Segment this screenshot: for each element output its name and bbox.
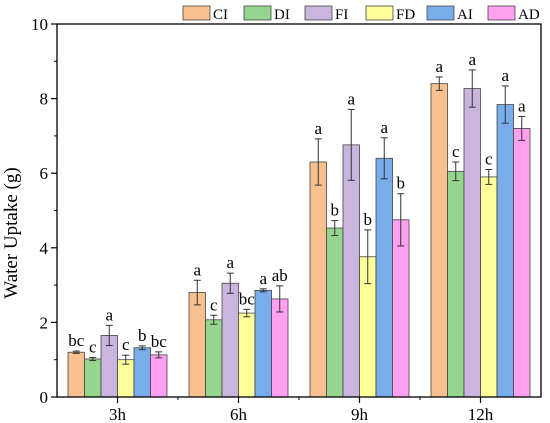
significance-label: c [452,142,460,161]
legend-swatch [487,5,516,21]
legend-item-di: DI [243,5,290,23]
significance-label: a [435,57,443,76]
x-tick-label: 6h [230,405,248,423]
bar-ad-12h [513,128,531,398]
bar-ci-12h [430,83,448,398]
legend-swatch [426,5,455,21]
significance-label: b [397,174,406,193]
bar-di-9h [326,227,344,398]
significance-label: a [105,305,113,324]
significance-label: a [193,260,201,279]
x-axis: 3h 6h 9h 12h [109,397,494,423]
significance-label: bc [68,331,85,350]
significance-label: a [314,119,322,138]
y-tick-label: 6 [40,164,49,183]
significance-label: a [259,269,267,288]
significance-label: c [89,337,97,356]
x-tick-label: 3h [109,405,127,423]
bar-ai-12h [496,104,514,398]
bar-ai-3h [133,347,151,398]
bar-fd-3h [117,359,135,398]
significance-label: c [485,149,493,168]
y-tick-label: 0 [40,388,49,407]
y-tick-label: 2 [40,313,49,332]
significance-label: bc [239,289,256,308]
bar-di-6h [205,319,223,398]
significance-label: bc [151,332,168,351]
legend-item-ad: AD [487,5,540,23]
x-tick-label: 9h [351,405,369,423]
bar-fd-12h [480,176,498,398]
y-tick-label: 8 [40,90,49,109]
significance-label: a [347,89,355,108]
significance-label: b [331,201,340,220]
legend-item-fd: FD [365,5,415,23]
legend-item-fi: FI [304,5,348,23]
significance-label: a [468,50,476,69]
legend-label: FD [396,7,415,23]
legend-label: AI [457,7,473,23]
significance-label: a [380,118,388,137]
bar-fi-6h [221,282,239,398]
bar-di-3h [84,358,102,398]
bar-fi-12h [463,88,481,398]
bar-fd-6h [238,312,256,398]
significance-label: b [364,210,373,229]
y-tick-label: 10 [31,15,48,34]
bar-ad-6h [271,298,289,398]
bar-ai-6h [254,289,272,398]
legend-swatch [304,5,333,21]
significance-label: a [501,66,509,85]
significance-label: c [210,295,218,314]
legend-swatch [182,5,211,21]
legend-swatch [365,5,394,21]
legend-label: FI [335,7,348,23]
bar-di-12h [447,170,465,398]
bar-ci-3h [67,351,85,398]
legend: CI DI FI FD AI AD [182,5,540,23]
legend-label: DI [274,7,290,23]
legend-label: CI [213,7,228,23]
bar-ci-9h [309,161,327,398]
y-tick-label: 4 [40,239,49,258]
significance-label: a [518,97,526,116]
significance-label: ab [272,266,288,285]
bar-ad-3h [150,354,168,398]
bar-ci-6h [188,292,206,398]
legend-item-ai: AI [426,5,473,23]
x-tick-label: 12h [468,405,494,423]
legend-label: AD [518,7,540,23]
bar-ai-9h [375,157,393,398]
bar-fi-9h [342,144,360,398]
legend-item-ci: CI [182,5,228,23]
significance-label: b [138,326,147,345]
y-axis: 0 2 4 6 8 10 [31,15,57,407]
significance-label: a [226,253,234,272]
legend-swatch [243,5,272,21]
significance-label: c [122,335,130,354]
y-axis-title: Water Uptake (g) [1,167,22,298]
